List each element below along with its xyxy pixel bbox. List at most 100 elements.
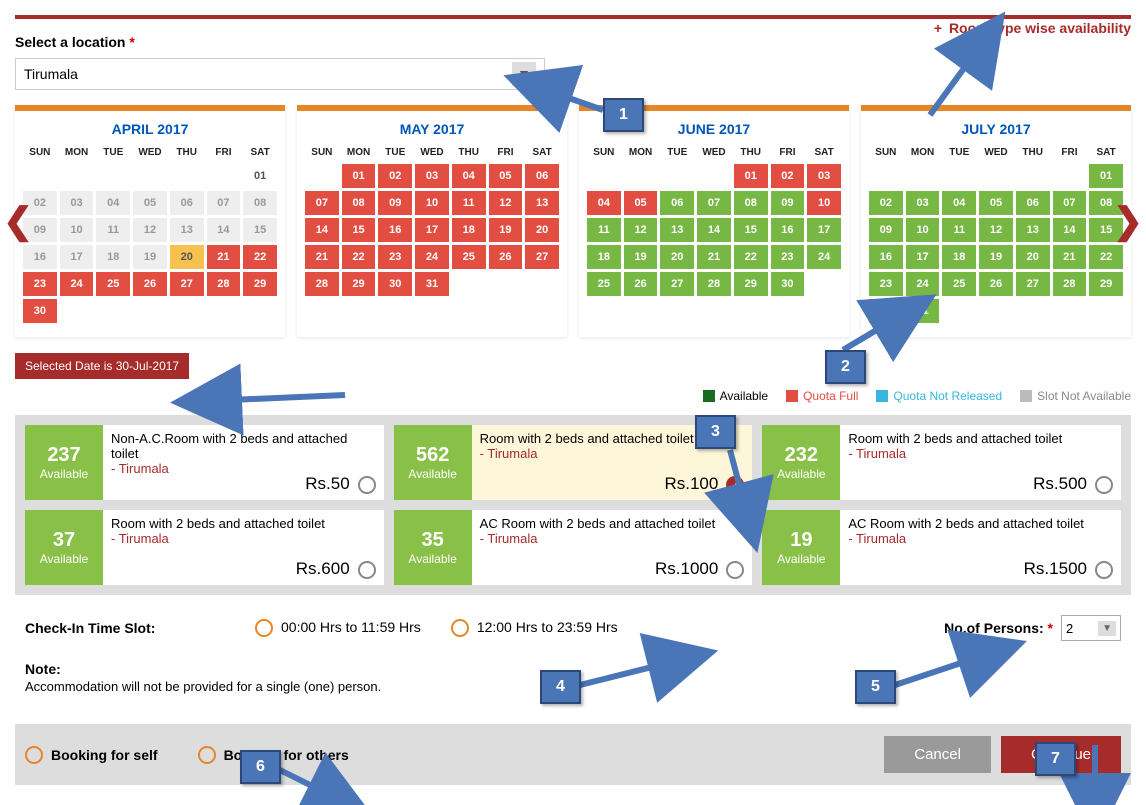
- calendar-day[interactable]: 25: [587, 272, 621, 296]
- calendar-day[interactable]: 25: [96, 272, 130, 296]
- calendar-day[interactable]: 05: [979, 191, 1013, 215]
- calendar-day[interactable]: 17: [906, 245, 940, 269]
- next-month-arrow[interactable]: ❯: [1113, 200, 1143, 242]
- calendar-day[interactable]: 09: [869, 218, 903, 242]
- calendar-day[interactable]: 23: [771, 245, 805, 269]
- calendar-day[interactable]: 01: [342, 164, 376, 188]
- room-radio[interactable]: [358, 476, 376, 494]
- calendar-day[interactable]: 26: [133, 272, 167, 296]
- calendar-day[interactable]: 27: [660, 272, 694, 296]
- calendar-day[interactable]: 29: [1089, 272, 1123, 296]
- calendar-day[interactable]: 18: [587, 245, 621, 269]
- calendar-day[interactable]: 23: [869, 272, 903, 296]
- calendar-day[interactable]: 25: [452, 245, 486, 269]
- calendar-day[interactable]: 13: [1016, 218, 1050, 242]
- calendar-day[interactable]: 15: [342, 218, 376, 242]
- calendar-day[interactable]: 16: [378, 218, 412, 242]
- calendar-day[interactable]: 19: [489, 218, 523, 242]
- location-select[interactable]: Tirumala ▼: [15, 58, 545, 90]
- calendar-day[interactable]: 07: [305, 191, 339, 215]
- room-radio[interactable]: [1095, 561, 1113, 579]
- calendar-day[interactable]: 06: [660, 191, 694, 215]
- calendar-day[interactable]: 16: [771, 218, 805, 242]
- calendar-day[interactable]: 13: [660, 218, 694, 242]
- calendar-day[interactable]: 02: [771, 164, 805, 188]
- calendar-day[interactable]: 04: [587, 191, 621, 215]
- calendar-day[interactable]: 26: [979, 272, 1013, 296]
- calendar-day[interactable]: 06: [1016, 191, 1050, 215]
- calendar-day[interactable]: 21: [305, 245, 339, 269]
- calendar-day[interactable]: 13: [525, 191, 559, 215]
- calendar-day[interactable]: 25: [942, 272, 976, 296]
- calendar-day[interactable]: 29: [734, 272, 768, 296]
- persons-select[interactable]: 2▼: [1061, 615, 1121, 641]
- calendar-day[interactable]: 28: [207, 272, 241, 296]
- calendar-day[interactable]: 11: [452, 191, 486, 215]
- calendar-day[interactable]: 22: [1089, 245, 1123, 269]
- calendar-day[interactable]: 03: [807, 164, 841, 188]
- slot2-option[interactable]: 12:00 Hrs to 23:59 Hrs: [451, 619, 618, 637]
- calendar-day[interactable]: 14: [1053, 218, 1087, 242]
- booking-self-option[interactable]: Booking for self: [25, 746, 158, 764]
- calendar-day[interactable]: 12: [624, 218, 658, 242]
- calendar-day[interactable]: 03: [906, 191, 940, 215]
- calendar-day[interactable]: 24: [906, 272, 940, 296]
- calendar-day[interactable]: 27: [525, 245, 559, 269]
- calendar-day[interactable]: 22: [342, 245, 376, 269]
- room-card[interactable]: 35AvailableAC Room with 2 beds and attac…: [394, 510, 753, 585]
- calendar-day[interactable]: 01: [1089, 164, 1123, 188]
- calendar-day[interactable]: 16: [869, 245, 903, 269]
- calendar-day[interactable]: 12: [489, 191, 523, 215]
- calendar-day[interactable]: 28: [1053, 272, 1087, 296]
- room-radio[interactable]: [358, 561, 376, 579]
- calendar-day[interactable]: 23: [378, 245, 412, 269]
- calendar-day[interactable]: 04: [942, 191, 976, 215]
- calendar-day[interactable]: 20: [660, 245, 694, 269]
- calendar-day[interactable]: 09: [771, 191, 805, 215]
- room-card[interactable]: 237AvailableNon-A.C.Room with 2 beds and…: [25, 425, 384, 500]
- calendar-day[interactable]: 05: [624, 191, 658, 215]
- calendar-day[interactable]: 30: [771, 272, 805, 296]
- calendar-day[interactable]: 01: [734, 164, 768, 188]
- room-card[interactable]: 232AvailableRoom with 2 beds and attache…: [762, 425, 1121, 500]
- prev-month-arrow[interactable]: ❮: [3, 200, 33, 242]
- calendar-day[interactable]: 08: [342, 191, 376, 215]
- calendar-day[interactable]: 26: [489, 245, 523, 269]
- calendar-day[interactable]: 04: [452, 164, 486, 188]
- calendar-day[interactable]: 23: [23, 272, 57, 296]
- calendar-day[interactable]: 29: [243, 272, 277, 296]
- calendar-day[interactable]: 02: [869, 191, 903, 215]
- room-radio[interactable]: [726, 476, 744, 494]
- calendar-day[interactable]: 12: [979, 218, 1013, 242]
- calendar-day[interactable]: 17: [807, 218, 841, 242]
- calendar-day[interactable]: 20: [525, 218, 559, 242]
- room-card[interactable]: 37AvailableRoom with 2 beds and attached…: [25, 510, 384, 585]
- calendar-day[interactable]: 11: [587, 218, 621, 242]
- calendar-day[interactable]: 03: [415, 164, 449, 188]
- calendar-day[interactable]: 31: [906, 299, 940, 323]
- calendar-day[interactable]: 09: [378, 191, 412, 215]
- calendar-day[interactable]: 21: [697, 245, 731, 269]
- calendar-day[interactable]: 05: [489, 164, 523, 188]
- calendar-day[interactable]: 14: [305, 218, 339, 242]
- calendar-day[interactable]: 15: [734, 218, 768, 242]
- calendar-day[interactable]: 22: [243, 245, 277, 269]
- calendar-day[interactable]: 19: [979, 245, 1013, 269]
- calendar-day[interactable]: 27: [1016, 272, 1050, 296]
- calendar-day[interactable]: 02: [378, 164, 412, 188]
- calendar-day[interactable]: 11: [942, 218, 976, 242]
- calendar-day[interactable]: 10: [807, 191, 841, 215]
- calendar-day[interactable]: 21: [1053, 245, 1087, 269]
- calendar-day[interactable]: 18: [452, 218, 486, 242]
- calendar-day[interactable]: 30: [23, 299, 57, 323]
- calendar-day[interactable]: 24: [415, 245, 449, 269]
- calendar-day[interactable]: 06: [525, 164, 559, 188]
- calendar-day[interactable]: 21: [207, 245, 241, 269]
- calendar-day[interactable]: 28: [697, 272, 731, 296]
- calendar-day[interactable]: 29: [342, 272, 376, 296]
- calendar-day[interactable]: 22: [734, 245, 768, 269]
- cancel-button[interactable]: Cancel: [884, 736, 991, 773]
- calendar-day[interactable]: 20: [170, 245, 204, 269]
- calendar-day[interactable]: 18: [942, 245, 976, 269]
- calendar-day[interactable]: 10: [415, 191, 449, 215]
